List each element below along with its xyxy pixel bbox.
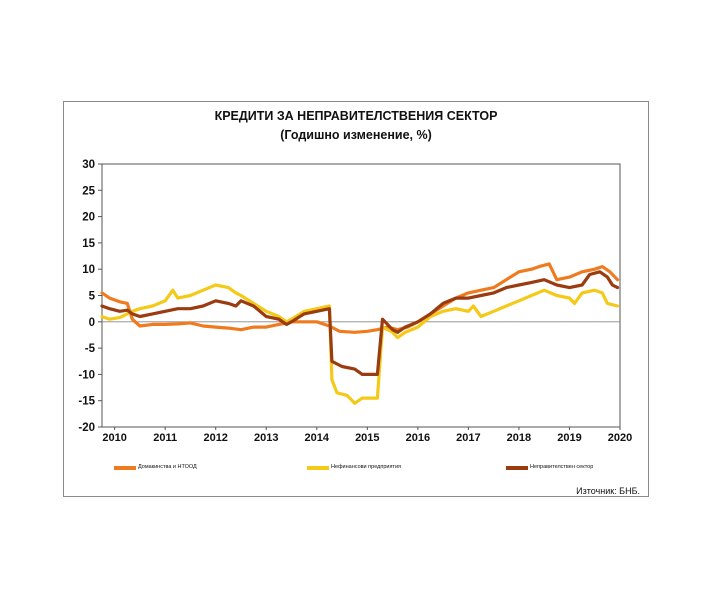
x-tick-label: 2012 [203, 432, 227, 444]
x-tick-label: 2010 [102, 432, 126, 444]
y-tick-label: -10 [78, 369, 95, 381]
y-tick-label: 10 [82, 264, 95, 276]
x-tick-label: 2016 [406, 432, 430, 444]
x-tick-label: 2017 [456, 432, 480, 444]
y-tick-label: 20 [82, 212, 95, 224]
y-tick-label: 0 [89, 317, 95, 329]
y-tick-label: 25 [82, 185, 95, 197]
legend-swatch-households [114, 466, 136, 470]
chart-title: КРЕДИТИ ЗА НЕПРАВИТЕЛСТВЕНИЯ СЕКТОР [214, 109, 498, 123]
y-tick-label: -5 [85, 343, 96, 355]
y-tick-label: -20 [78, 422, 95, 434]
legend-swatch-nonfinancial [307, 466, 329, 470]
y-tick-label: 5 [89, 291, 96, 303]
legend-swatch-nongovernment [506, 466, 528, 470]
x-tick-label: 2018 [507, 432, 531, 444]
x-tick-label: 2014 [305, 432, 330, 444]
plot-area [101, 163, 621, 428]
source-note: Източник: БНБ. [576, 486, 640, 496]
series-line-1 [100, 283, 620, 405]
legend-label-nonfinancial: Нефинансови предприятия [331, 464, 401, 470]
series-line-0 [100, 262, 620, 334]
x-tick-label: 2015 [355, 432, 379, 444]
legend-label-nongovernment: Неправителствен сектор [530, 464, 594, 470]
chart-subtitle: (Годишно изменение, %) [280, 128, 432, 142]
x-tick-label: 2013 [254, 432, 278, 444]
x-tick-label: 2011 [153, 432, 177, 444]
legend-label-households: Домакинства и НТООД [138, 464, 197, 470]
y-tick-label: -15 [78, 396, 95, 408]
y-tick-label: 15 [82, 238, 95, 250]
chart-frame: КРЕДИТИ ЗА НЕПРАВИТЕЛСТВЕНИЯ СЕКТОР (Год… [63, 101, 649, 497]
series-line-2 [100, 270, 620, 376]
y-tick-label: 30 [82, 159, 95, 171]
x-tick-label: 2020 [608, 432, 632, 444]
x-tick-label: 2019 [557, 432, 581, 444]
